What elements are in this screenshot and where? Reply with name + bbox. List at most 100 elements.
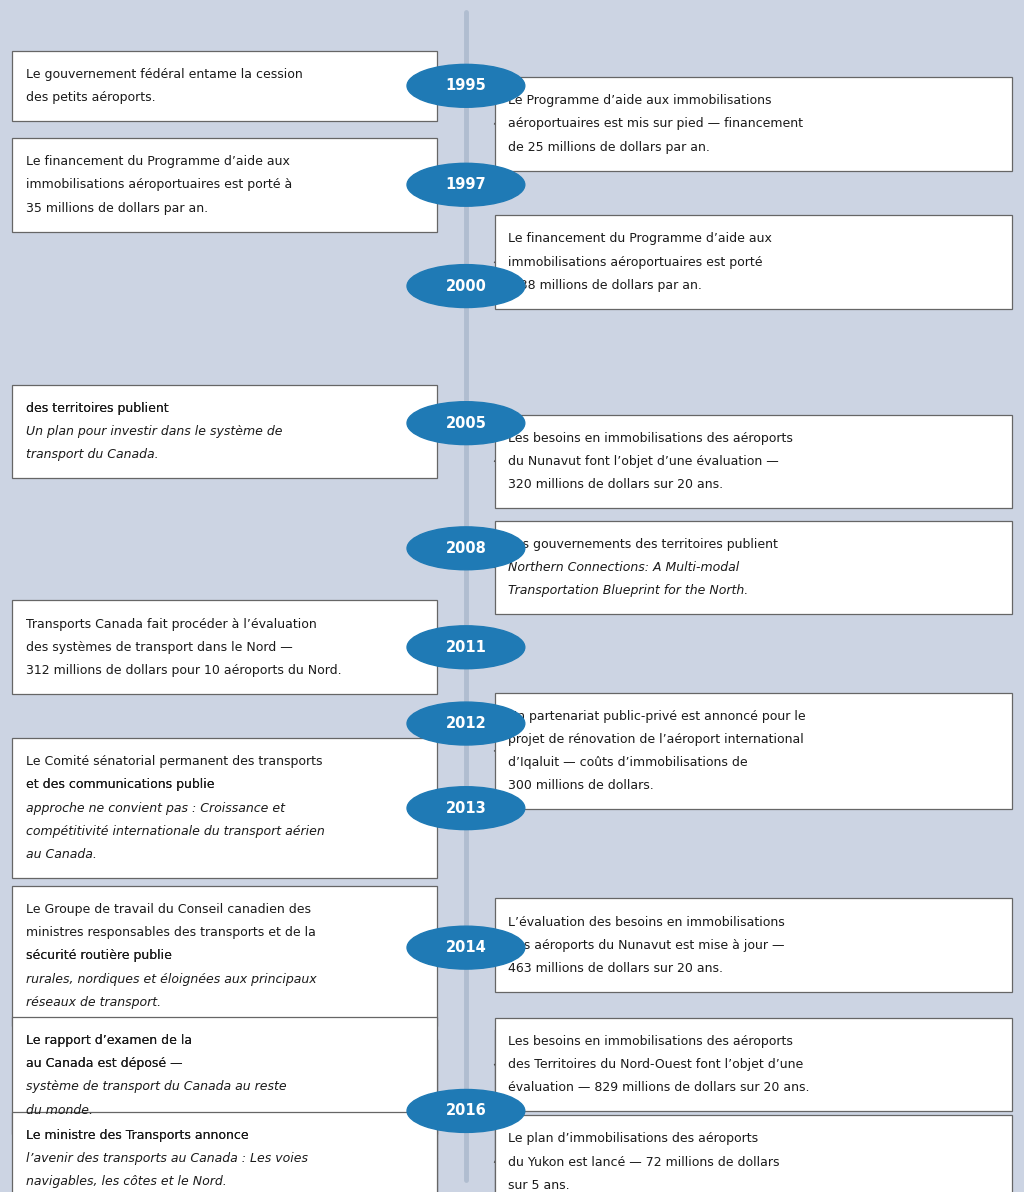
Text: des territoires publient: des territoires publient [26,402,172,415]
Text: du Yukon est lancé — 72 millions de dollars: du Yukon est lancé — 72 millions de doll… [508,1156,779,1168]
Text: compétitivité internationale du transport aérien: compétitivité internationale du transpor… [26,825,325,838]
Text: 2014: 2014 [445,940,486,955]
Text: projet de rénovation de l’aéroport international: projet de rénovation de l’aéroport inter… [508,733,804,746]
Text: sécurité routière publie Intégration des régions: sécurité routière publie Intégration des… [26,950,321,962]
Ellipse shape [408,64,525,107]
Text: Le gouvernement fédéral entame la cession: Le gouvernement fédéral entame la cessio… [26,68,302,81]
Text: Le financement du Programme d’aide aux: Le financement du Programme d’aide aux [26,155,290,168]
Text: 35 millions de dollars par an.: 35 millions de dollars par an. [26,201,208,215]
Text: réseaux de transport.: réseaux de transport. [26,997,161,1008]
Text: à 38 millions de dollars par an.: à 38 millions de dollars par an. [508,279,701,292]
Text: des territoires publient Regarder vers l’avenir :: des territoires publient Regarder vers l… [26,402,319,415]
FancyBboxPatch shape [495,1116,1012,1192]
Text: évaluation — 829 millions de dollars sur 20 ans.: évaluation — 829 millions de dollars sur… [508,1081,809,1094]
FancyBboxPatch shape [12,738,437,879]
Text: ministres responsables des transports et de la: ministres responsables des transports et… [26,926,315,939]
Text: des territoires publient: des territoires publient [26,402,172,415]
Text: Transports Canada fait procéder à l’évaluation: Transports Canada fait procéder à l’éval… [26,617,316,631]
Text: 2013: 2013 [445,801,486,815]
Text: sur 5 ans.: sur 5 ans. [508,1179,569,1192]
Text: approche ne convient pas : Croissance et: approche ne convient pas : Croissance et [26,802,285,814]
Ellipse shape [408,926,525,969]
Text: 1997: 1997 [445,178,486,192]
Text: et des communications publie: et des communications publie [26,778,218,791]
Text: Un plan pour investir dans le système de: Un plan pour investir dans le système de [26,426,282,437]
Text: Les gouvernements des territoires publient: Les gouvernements des territoires publie… [508,538,778,551]
Text: et des communications publie Une seule: et des communications publie Une seule [26,778,281,791]
FancyBboxPatch shape [12,138,437,231]
Text: 300 millions de dollars.: 300 millions de dollars. [508,780,653,793]
Text: Le rapport d’examen de la: Le rapport d’examen de la [26,1033,196,1047]
Text: 312 millions de dollars pour 10 aéroports du Nord.: 312 millions de dollars pour 10 aéroport… [26,664,341,677]
Text: au Canada est déposé —: au Canada est déposé — [26,1057,186,1070]
Text: l’avenir des transports au Canada : Les voies: l’avenir des transports au Canada : Les … [26,1153,307,1165]
Text: du Nunavut font l’objet d’une évaluation —: du Nunavut font l’objet d’une évaluation… [508,455,778,467]
Text: Le Groupe de travail du Conseil canadien des: Le Groupe de travail du Conseil canadien… [26,904,310,915]
Ellipse shape [408,527,525,570]
Ellipse shape [408,787,525,830]
Text: de 25 millions de dollars par an.: de 25 millions de dollars par an. [508,141,710,154]
Text: des aéroports du Nunavut est mise à jour —: des aéroports du Nunavut est mise à jour… [508,939,784,951]
Text: des petits aéroports.: des petits aéroports. [26,91,156,104]
Text: Transportation Blueprint for the North.: Transportation Blueprint for the North. [508,584,749,597]
Text: Le rapport d’examen de la Loi sur les transports: Le rapport d’examen de la Loi sur les tr… [26,1033,327,1047]
Text: aéroportuaires est mis sur pied — financement: aéroportuaires est mis sur pied — financ… [508,118,803,130]
Text: Le plan d’immobilisations des aéroports: Le plan d’immobilisations des aéroports [508,1132,758,1146]
Text: rurales, nordiques et éloignées aux principaux: rurales, nordiques et éloignées aux prin… [26,973,316,986]
Text: Le ministre des Transports annonce Transports 2030, un plan stratégique pour: Le ministre des Transports annonce Trans… [26,1129,516,1142]
Text: transport du Canada.: transport du Canada. [26,448,159,461]
Text: 2000: 2000 [445,279,486,293]
Text: immobilisations aéroportuaires est porté: immobilisations aéroportuaires est porté [508,256,763,268]
Text: sécurité routière publie: sécurité routière publie [26,950,175,962]
Ellipse shape [408,163,525,206]
FancyBboxPatch shape [12,1112,437,1192]
FancyBboxPatch shape [12,1017,437,1134]
Ellipse shape [408,402,525,445]
FancyBboxPatch shape [495,899,1012,992]
Text: système de transport du Canada au reste: système de transport du Canada au reste [26,1080,287,1093]
Text: Le ministre des Transports annonce: Le ministre des Transports annonce [26,1129,252,1142]
Text: 2012: 2012 [445,716,486,731]
Text: au Canada est déposé —: au Canada est déposé — [26,1057,186,1070]
Text: Les besoins en immobilisations des aéroports: Les besoins en immobilisations des aérop… [508,1035,793,1048]
Text: Le ministre des Transports annonce: Le ministre des Transports annonce [26,1129,252,1142]
Text: 320 millions de dollars sur 20 ans.: 320 millions de dollars sur 20 ans. [508,478,723,491]
Text: Northern Connections: A Multi-modal: Northern Connections: A Multi-modal [508,561,739,573]
Text: des Territoires du Nord-Ouest font l’objet d’une: des Territoires du Nord-Ouest font l’obj… [508,1058,803,1070]
Text: Les besoins en immobilisations des aéroports: Les besoins en immobilisations des aérop… [508,432,793,445]
Text: 463 millions de dollars sur 20 ans.: 463 millions de dollars sur 20 ans. [508,962,723,975]
Text: navigables, les côtes et le Nord.: navigables, les côtes et le Nord. [26,1175,226,1188]
FancyBboxPatch shape [495,77,1012,170]
Ellipse shape [408,265,525,308]
Ellipse shape [408,626,525,669]
Text: du monde.: du monde. [26,1104,92,1117]
Text: sécurité routière publie: sécurité routière publie [26,950,175,962]
Text: L’évaluation des besoins en immobilisations: L’évaluation des besoins en immobilisati… [508,915,784,929]
Text: Le rapport d’examen de la: Le rapport d’examen de la [26,1033,196,1047]
FancyBboxPatch shape [495,693,1012,809]
Text: 2016: 2016 [445,1104,486,1118]
Text: 1995: 1995 [445,79,486,93]
FancyBboxPatch shape [12,51,437,120]
Ellipse shape [408,702,525,745]
Text: et des communications publie: et des communications publie [26,778,218,791]
Text: Le Comité sénatorial permanent des transports: Le Comité sénatorial permanent des trans… [26,756,323,768]
Text: immobilisations aéroportuaires est porté à: immobilisations aéroportuaires est porté… [26,179,292,191]
FancyBboxPatch shape [12,601,437,694]
FancyBboxPatch shape [12,385,437,478]
Text: au Canada est déposé — Parcours : Brancher le: au Canada est déposé — Parcours : Branch… [26,1057,325,1070]
Text: Un partenariat public-privé est annoncé pour le: Un partenariat public-privé est annoncé … [508,709,806,722]
Text: Le Programme d’aide aux immobilisations: Le Programme d’aide aux immobilisations [508,94,771,107]
Text: des systèmes de transport dans le Nord —: des systèmes de transport dans le Nord — [26,641,292,653]
Text: d’Iqaluit — coûts d’immobilisations de: d’Iqaluit — coûts d’immobilisations de [508,756,748,769]
Ellipse shape [408,1089,525,1132]
Text: 2011: 2011 [445,640,486,654]
FancyBboxPatch shape [495,216,1012,309]
FancyBboxPatch shape [495,415,1012,508]
Text: 2005: 2005 [445,416,486,430]
FancyBboxPatch shape [495,521,1012,614]
FancyBboxPatch shape [495,1018,1012,1111]
Text: 2008: 2008 [445,541,486,555]
Text: Le financement du Programme d’aide aux: Le financement du Programme d’aide aux [508,232,772,246]
Text: au Canada.: au Canada. [26,849,96,861]
